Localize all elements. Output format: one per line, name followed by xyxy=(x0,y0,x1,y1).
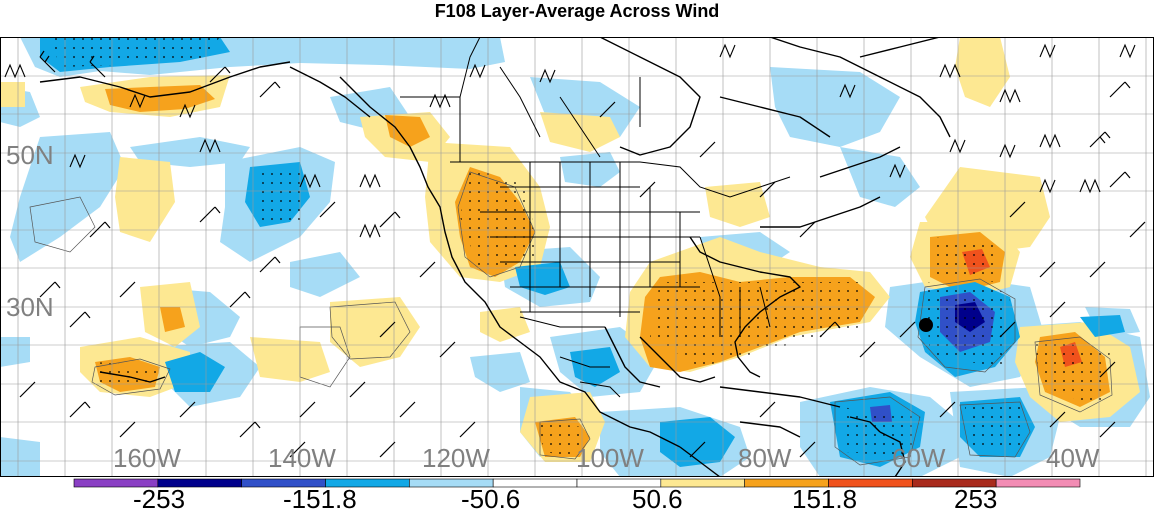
colorbar-segment xyxy=(995,478,1081,488)
graticule xyxy=(0,37,1154,477)
lon-label-100w: 100W xyxy=(576,443,644,473)
lat-label-30n: 30N xyxy=(6,292,54,322)
lon-label-120w: 120W xyxy=(422,443,490,473)
location-marker xyxy=(919,318,933,332)
colorbar-label-151-8: 151.8 xyxy=(792,484,858,514)
colorbar-label-neg-50-6: -50.6 xyxy=(461,484,521,514)
colorbar-label-50-6: 50.6 xyxy=(632,484,683,514)
lat-label-50n: 50N xyxy=(6,140,54,170)
weather-map xyxy=(0,37,1154,477)
political-borders xyxy=(400,37,791,398)
colorbar-label-neg-253: -253 xyxy=(133,484,186,514)
map-title: F108 Layer-Average Across Wind xyxy=(434,1,720,21)
coastlines xyxy=(39,37,951,477)
colorbar xyxy=(73,478,1081,488)
colorbar-label-neg-151-8: -151.8 xyxy=(283,484,357,514)
stippling xyxy=(50,37,1110,457)
colorbar-label-253: 253 xyxy=(954,484,998,514)
lon-label-80w: 80W xyxy=(738,443,792,473)
lon-label-140w: 140W xyxy=(268,443,336,473)
lon-label-60w: 60W xyxy=(892,443,946,473)
wind-barbs xyxy=(19,50,1146,458)
wind-barb-clusters xyxy=(4,43,1136,239)
lon-label-40w: 40W xyxy=(1046,443,1100,473)
lon-label-160w: 160W xyxy=(113,443,181,473)
